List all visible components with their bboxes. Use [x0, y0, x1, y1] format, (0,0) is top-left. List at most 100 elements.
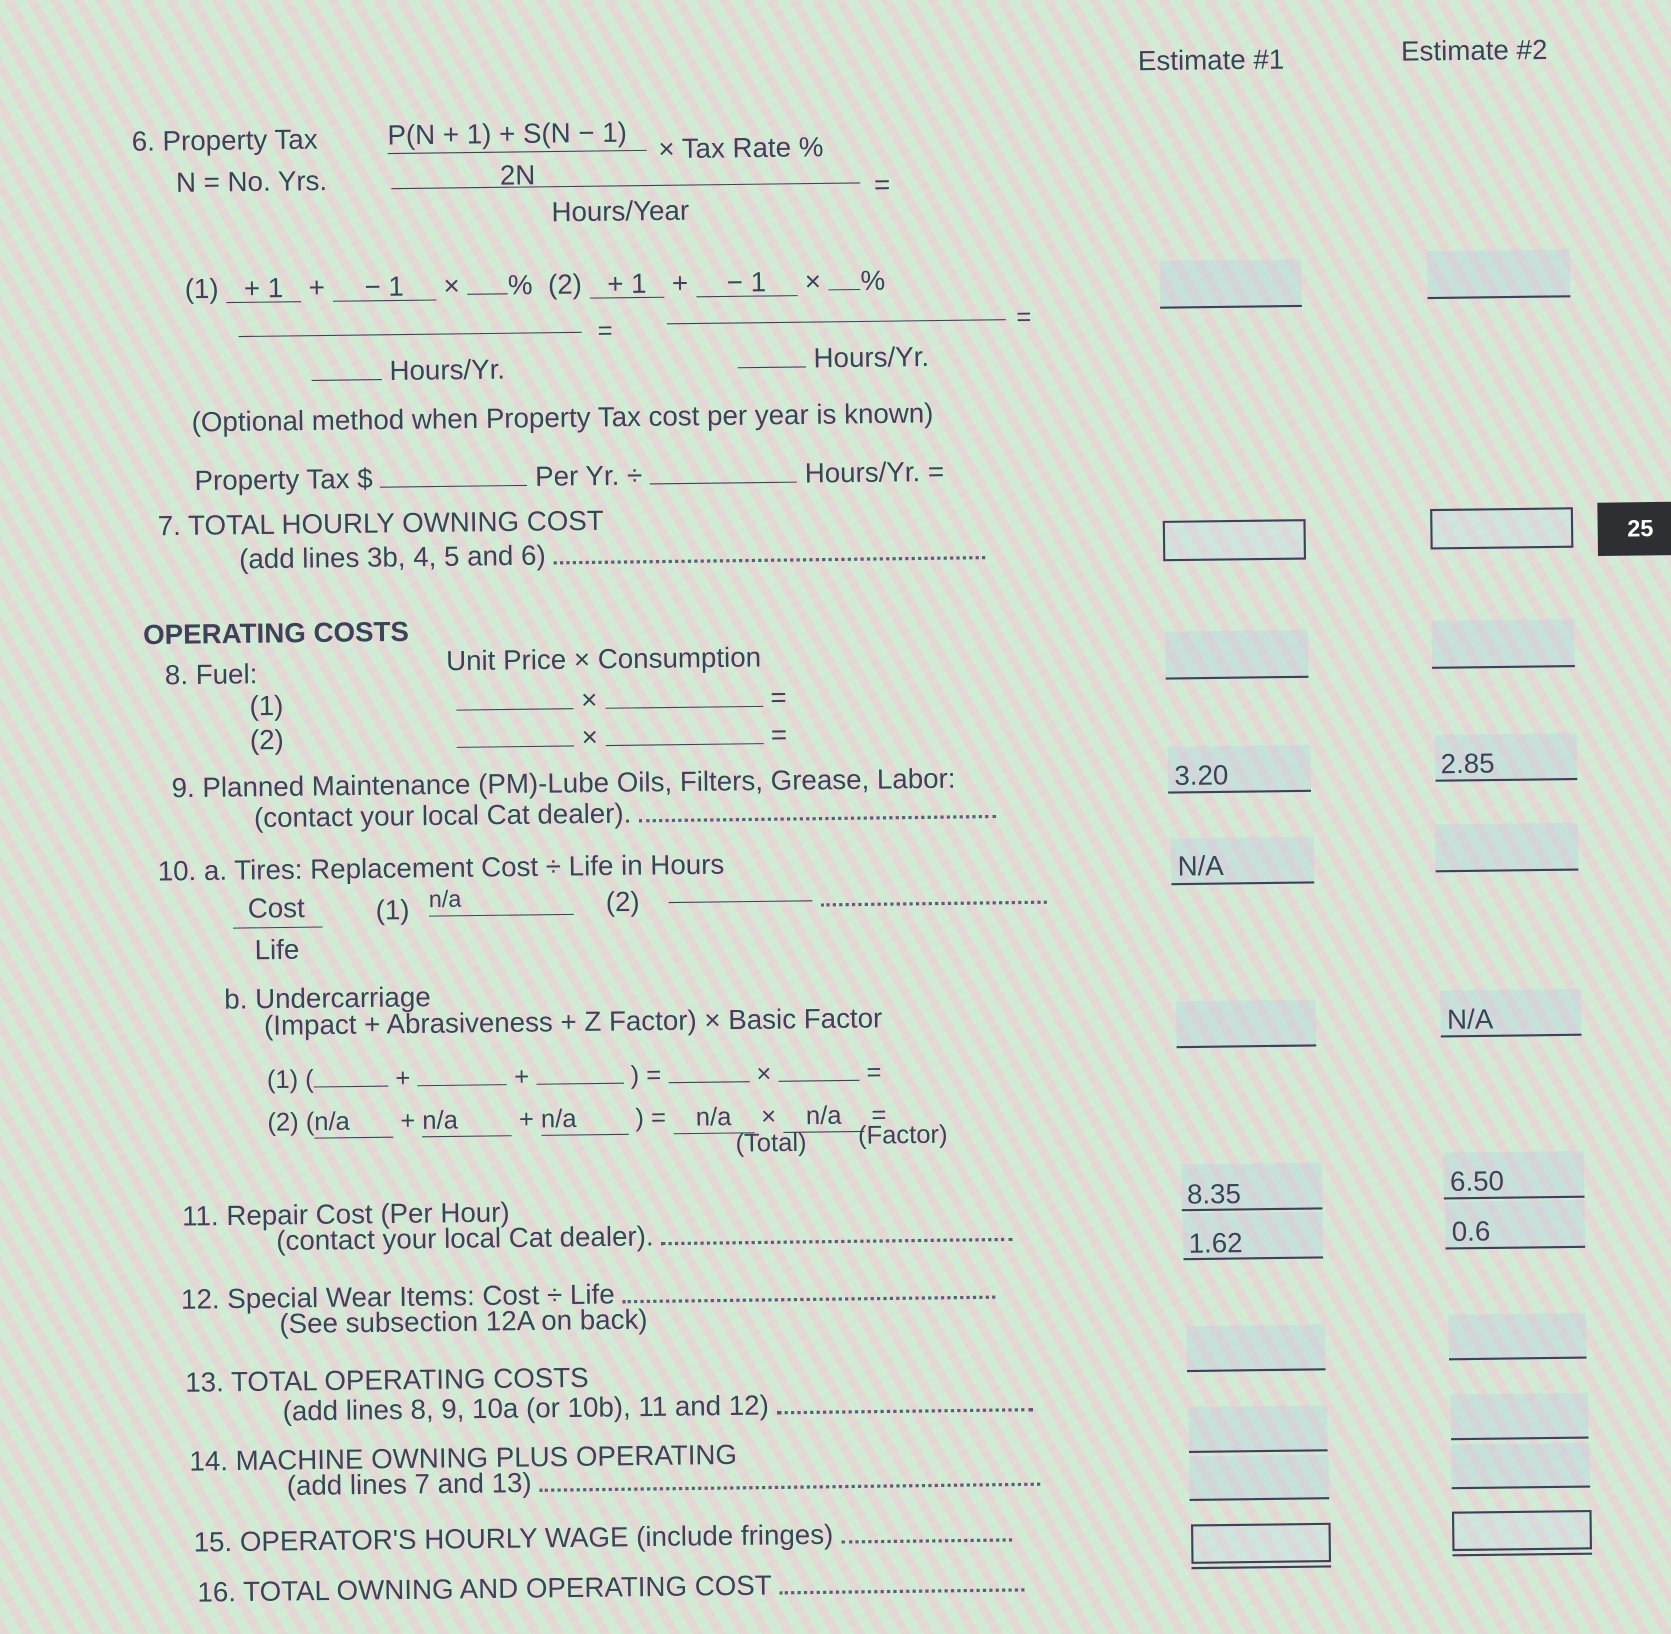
hours-per-year-blank[interactable]	[649, 453, 798, 485]
estimate-1-header: Estimate #1	[1137, 42, 1285, 77]
est1-line6-field[interactable]	[1159, 259, 1302, 308]
optional-method: Property Tax $ Per Yr. ÷ Hours/Yr. =	[194, 452, 945, 496]
line6-hours-year: Hours/Year	[551, 194, 690, 228]
tax-per-year-blank[interactable]	[380, 457, 528, 488]
line7-subtitle-text: (add lines 3b, 4, 5 and 6)	[238, 539, 546, 575]
total-blank[interactable]	[668, 1053, 750, 1084]
abrasiveness-blank[interactable]	[417, 1056, 508, 1087]
equals-sign: ) =	[635, 1103, 667, 1133]
line15-title: 15. OPERATOR'S HOURLY WAGE (include frin…	[193, 1518, 1012, 1558]
est2-owning-operating-field[interactable]	[1450, 1392, 1589, 1440]
row-label: (1) (	[266, 1065, 314, 1095]
est1-fuel-underline	[1165, 675, 1309, 680]
hours-label: Hours/Yr.	[813, 340, 930, 374]
leader-dots-wrap	[820, 880, 1047, 910]
hours-blank[interactable]	[737, 338, 806, 369]
abrasiveness-blank[interactable]: n/a	[422, 1106, 512, 1138]
est2-owning-operating-underline	[1451, 1436, 1589, 1441]
line14-subtitle: (add lines 7 and 13)	[287, 1462, 1041, 1501]
fuel-row1: × =	[455, 678, 787, 715]
line16-title: 16. TOTAL OWNING AND OPERATING COST	[197, 1568, 1025, 1608]
line10a-title: 10. a. Tires: Replacement Cost ÷ Life in…	[157, 848, 725, 887]
est1-pm-value: 3.20	[1174, 758, 1229, 792]
est2-tires-underline	[1435, 868, 1579, 873]
line6-subtitle: N = No. Yrs.	[175, 164, 328, 199]
hours-label: Hours/Yr.	[389, 352, 506, 387]
plus-one: + 1	[607, 267, 647, 300]
est2-line6-underline	[1427, 295, 1571, 300]
est1-owning-operating-field[interactable]	[1188, 1405, 1328, 1452]
est2-wage-field[interactable]	[1451, 1442, 1591, 1489]
est1-total-double-underline	[1191, 1565, 1332, 1570]
row2-hours: Hours/Yr.	[737, 337, 930, 374]
est1-total-owning-box[interactable]	[1162, 519, 1307, 562]
est2-total-cost-box[interactable]	[1451, 1509, 1593, 1552]
unit-price-blank[interactable]	[456, 717, 574, 748]
rate-blank[interactable]	[467, 265, 509, 295]
times: ×	[581, 720, 598, 753]
tires-row1-value: n/a	[428, 885, 462, 913]
s-blank[interactable]: − 1	[695, 266, 798, 298]
est2-undercarriage-value: N/A	[1446, 1002, 1494, 1036]
line6-numerator: P(N + 1) + S(N − 1)	[387, 115, 628, 151]
line9-subtitle: (contact your local Cat dealer).	[254, 795, 997, 834]
z-factor-blank[interactable]	[535, 1054, 624, 1085]
leader-dots	[841, 1534, 1012, 1544]
hours-blank[interactable]	[311, 351, 382, 381]
s-blank[interactable]: − 1	[332, 270, 437, 302]
est2-line6-field[interactable]	[1426, 249, 1571, 299]
equals-sign: =	[1016, 302, 1032, 332]
factor-blank[interactable]	[778, 1052, 860, 1082]
est1-tires-value: N/A	[1177, 849, 1224, 882]
z-factor-value: n/a	[540, 1104, 577, 1134]
line13-subtitle: (add lines 8, 9, 10a (or 10b), 11 and 12…	[282, 1388, 1033, 1427]
est2-total-owning-box[interactable]	[1430, 507, 1574, 550]
plus: +	[308, 271, 325, 304]
equals-sign: =	[873, 168, 891, 201]
consumption-blank[interactable]	[604, 678, 763, 709]
est1-total-operating-field[interactable]	[1186, 1324, 1326, 1372]
tires-row2-blank[interactable]	[668, 872, 813, 904]
plus: +	[395, 1063, 411, 1093]
est1-wear-underline	[1183, 1256, 1324, 1261]
est1-tires-underline	[1171, 881, 1315, 886]
times: ×	[443, 269, 460, 302]
leader-dots	[778, 1584, 1025, 1595]
est2-tires-field[interactable]	[1435, 822, 1579, 871]
line11-subtitle-text: (contact your local Cat dealer).	[276, 1219, 654, 1257]
leader-dots	[661, 1233, 1014, 1246]
z-factor-blank[interactable]: n/a	[540, 1104, 629, 1136]
est1-undercarriage-field[interactable]	[1176, 999, 1317, 1047]
leader-dots	[553, 551, 986, 565]
p-blank[interactable]: + 1	[589, 267, 665, 300]
rate-blank[interactable]	[828, 261, 861, 291]
impact-blank[interactable]	[313, 1057, 389, 1088]
factor-value: n/a	[805, 1101, 842, 1131]
hours-yr-label: Hours/Yr. =	[804, 455, 945, 489]
leader-dots	[776, 1403, 1033, 1415]
equals-sign: =	[770, 718, 788, 751]
est1-fuel-field[interactable]	[1165, 629, 1309, 679]
est2-fuel-underline	[1432, 664, 1575, 669]
impact-blank[interactable]: n/a	[314, 1107, 394, 1139]
est1-wear-value: 1.62	[1188, 1226, 1243, 1260]
tires-row1-blank[interactable]: n/a	[428, 885, 574, 917]
fraction-bar	[387, 149, 647, 155]
line12-subtitle: (See subsection 12A on back)	[279, 1302, 648, 1340]
total-label: (Total)	[735, 1128, 807, 1159]
est2-total-operating-field[interactable]	[1448, 1312, 1587, 1360]
operating-costs-heading: OPERATING COSTS	[142, 615, 410, 651]
line6-title: 6. Property Tax	[131, 122, 318, 158]
fuel-row1-label: (1)	[249, 689, 284, 722]
unit-price-blank[interactable]	[455, 680, 574, 711]
consumption-blank[interactable]	[605, 715, 764, 747]
p-blank[interactable]: + 1	[226, 272, 302, 304]
est1-pm-underline	[1168, 789, 1311, 794]
est1-total-cost-box[interactable]	[1190, 1522, 1332, 1564]
equals-sign: =	[866, 1058, 882, 1088]
est2-fuel-field[interactable]	[1431, 619, 1575, 668]
est1-total-operating-underline	[1186, 1368, 1326, 1373]
est1-wage-field[interactable]	[1189, 1454, 1330, 1500]
total-value: n/a	[695, 1102, 732, 1132]
